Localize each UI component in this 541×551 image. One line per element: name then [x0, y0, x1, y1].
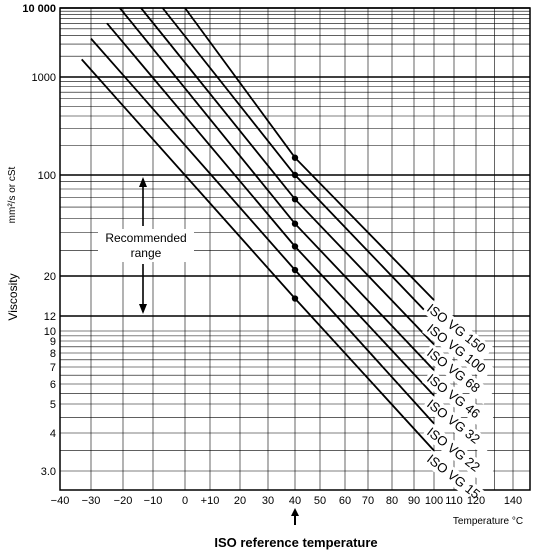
reference-point [291, 220, 299, 227]
reference-point [291, 154, 299, 161]
y-tick-label: 20 [44, 271, 56, 283]
series-label-background [421, 449, 494, 511]
y-tick-label: 8 [50, 348, 56, 360]
x-tick-label: 0 [182, 495, 188, 507]
y-tick-label: 4 [50, 428, 56, 440]
reference-points [291, 154, 299, 302]
recommended-range-label-line1: Recommended [105, 231, 186, 245]
x-tick-label: 80 [386, 495, 398, 507]
series-label-background [421, 319, 494, 381]
y-axis-unit-label: mm²/s or cSt [7, 166, 18, 223]
y-tick-label: 12 [44, 311, 56, 323]
x-tick-label: 50 [314, 495, 326, 507]
y-axis-title: Viscosity [6, 273, 20, 320]
y-tick-label: 9 [50, 336, 56, 348]
x-tick-label: 110 [445, 495, 463, 507]
x-tick-label: 100 [425, 495, 443, 507]
y-tick-label: 100 [38, 170, 56, 182]
y-tick-label: 3.0 [41, 466, 56, 478]
plot-border [59, 7, 531, 491]
x-tick-label: 140 [504, 495, 522, 507]
x-tick-label: −40 [51, 495, 70, 507]
x-axis-tick-labels: −40 −30 −20 −10 0 +10 20 30 40 50 60 70 80 90 100 110 12… [51, 495, 523, 507]
series-label-background [421, 343, 494, 405]
x-axis-title: Temperature °C [453, 516, 523, 527]
y-tick-label: 10 [44, 326, 56, 338]
x-tick-label: −30 [82, 495, 101, 507]
reference-temperature-arrow [291, 508, 299, 525]
reference-point [291, 266, 299, 274]
range-label-background [98, 229, 194, 262]
plot-frame [59, 7, 531, 491]
reference-point [291, 171, 299, 179]
x-tick-label: 120 [467, 495, 485, 507]
reference-temperature-label: ISO reference temperature [214, 535, 377, 550]
range-arrow-down-head [139, 304, 147, 314]
y-tick-label: 7 [50, 362, 56, 374]
y-tick-label: 10 000 [22, 3, 56, 15]
y-tick-label: 6 [50, 379, 56, 391]
y-tick-label: 1000 [32, 72, 56, 84]
series-label-background [421, 394, 494, 456]
reference-point [291, 243, 299, 250]
range-arrow-up-head [139, 177, 147, 187]
recommended-range-marker [98, 177, 194, 314]
x-tick-label: 60 [339, 495, 351, 507]
x-tick-label: +10 [201, 495, 220, 507]
series-label-background [421, 369, 494, 431]
x-tick-label: −10 [144, 495, 163, 507]
x-tick-label: −20 [114, 495, 133, 507]
recommended-range-label-line2: range [131, 246, 162, 260]
series-label-background [421, 299, 494, 361]
x-tick-label: 30 [262, 495, 274, 507]
reference-point [291, 295, 299, 302]
y-tick-label: 5 [50, 399, 56, 411]
series-label-background [421, 422, 494, 484]
x-tick-label: 90 [408, 495, 420, 507]
x-tick-label: 20 [234, 495, 246, 507]
x-tick-label: 40 [289, 495, 301, 507]
x-tick-label: 70 [362, 495, 374, 507]
reference-point [291, 196, 299, 203]
